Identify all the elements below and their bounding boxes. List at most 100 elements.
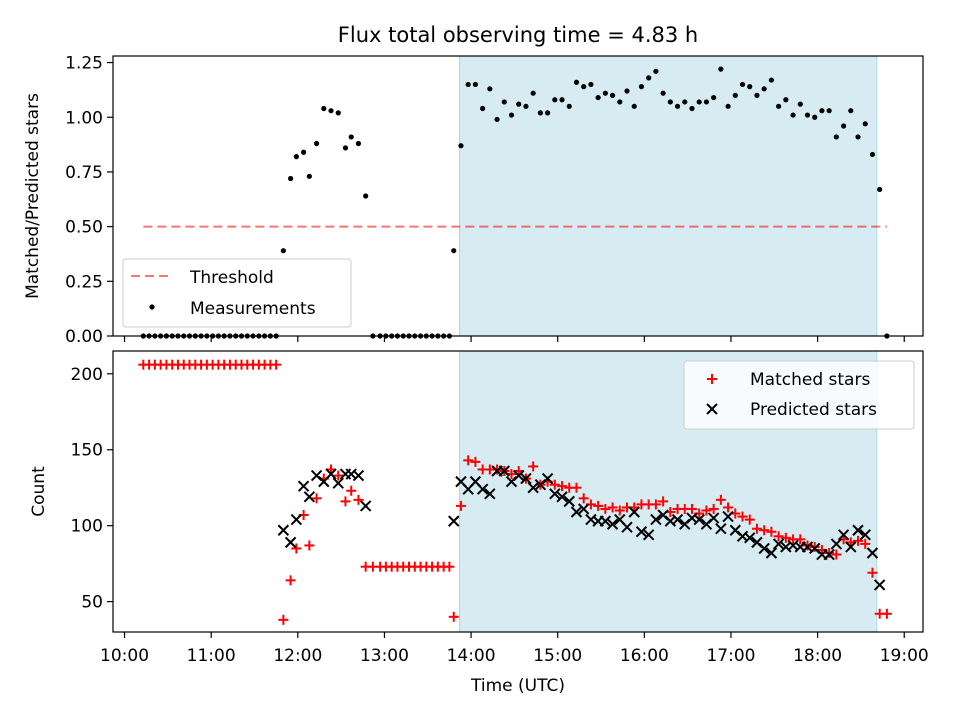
predicted-star-marker: [873, 579, 886, 591]
measurement-point: [508, 112, 515, 118]
predicted-star-marker: [484, 488, 496, 500]
measurement-point: [300, 149, 307, 155]
matched-star-marker: [751, 523, 762, 534]
chart-title: Flux total observing time = 4.83 h: [338, 23, 698, 47]
measurement-point: [877, 186, 883, 193]
measurement-point: [465, 81, 471, 88]
matched-star-marker: [860, 538, 871, 549]
y-tick-label: 200: [71, 365, 103, 385]
predicted-star-marker: [707, 512, 720, 524]
measurement-point: [638, 84, 645, 90]
matched-star-marker: [715, 494, 726, 505]
measurement-point: [494, 116, 500, 123]
y-tick-label: 0.75: [65, 163, 103, 183]
measurement-point: [458, 143, 464, 149]
legend-matched-label: Matched stars: [750, 370, 870, 390]
measurement-point: [869, 151, 876, 158]
matched-star-marker: [571, 482, 582, 493]
measurement-point: [653, 68, 659, 74]
predicted-star-marker: [577, 503, 590, 515]
y-tick-label: 1.00: [65, 108, 103, 128]
top-x-ticks: [123, 336, 905, 342]
top-legend: Threshold Measurements: [122, 258, 352, 328]
matched-star-marker: [549, 479, 560, 490]
predicted-star-marker: [765, 547, 778, 559]
predicted-star-marker: [772, 538, 785, 550]
x-tick-label: 10:00: [100, 646, 149, 666]
x-tick-label: 18:00: [793, 646, 842, 666]
predicted-star-marker: [448, 515, 460, 527]
matched-star-marker: [650, 499, 661, 510]
matched-star-marker: [809, 541, 820, 552]
measurement-point: [862, 121, 868, 127]
observing-window-shade: [459, 55, 878, 337]
measurement-point: [602, 90, 608, 96]
matched-star-marker: [824, 548, 835, 559]
matched-star-marker: [463, 455, 474, 466]
matched-star-marker: [333, 470, 344, 481]
matched-star-marker: [795, 534, 806, 545]
predicted-star-marker: [498, 465, 510, 477]
predicted-star-marker: [715, 523, 727, 535]
matched-star-marker: [686, 503, 697, 514]
measurement-point: [280, 248, 286, 254]
measurement-point: [530, 90, 536, 96]
bottom-x-ticks: 10:00 11:00 12:00 13:00 14:00 15:00 16:00 17:00…: [100, 632, 929, 666]
predicted-star-marker: [352, 469, 365, 482]
predicted-star-marker: [845, 541, 857, 553]
matched-star-marker: [881, 608, 892, 619]
matched-star-marker: [614, 505, 625, 516]
predicted-star-marker: [621, 521, 633, 533]
legend-threshold-label: Threshold: [189, 268, 274, 288]
measurement-point: [617, 99, 623, 105]
legend-predicted-label: Predicted stars: [750, 400, 877, 420]
legend-measurements-label: Measurements: [190, 299, 316, 319]
measurement-point: [451, 248, 457, 254]
predicted-star-marker: [303, 491, 316, 503]
matched-star-marker: [658, 496, 669, 507]
matched-star-marker: [271, 359, 282, 370]
x-tick-label: 15:00: [533, 646, 582, 666]
measurement-point: [840, 123, 847, 129]
predicted-star-marker: [570, 506, 583, 518]
predicted-star-marker: [277, 524, 290, 536]
measurement-point: [552, 97, 558, 103]
predicted-star-marker: [866, 547, 879, 559]
predicted-star-marker: [332, 477, 344, 489]
predicted-star-marker: [556, 491, 568, 503]
predicted-star-marker: [830, 538, 843, 550]
matched-star-marker: [291, 543, 302, 554]
matched-star-marker: [311, 493, 322, 504]
x-tick-label: 17:00: [706, 646, 755, 666]
predicted-star-marker: [549, 488, 561, 500]
matched-star-marker: [600, 503, 611, 514]
measurement-point: [754, 92, 760, 98]
matched-star-marker: [278, 614, 289, 625]
measurement-point: [581, 84, 587, 90]
measurement-point: [313, 140, 320, 147]
measurement-point: [689, 105, 695, 112]
measurement-point: [696, 99, 702, 105]
matched-star-marker: [448, 611, 459, 622]
count-panel: 50 100 150 200 10:00 11:00 12:00 13:00 14:00 15:…: [29, 350, 929, 696]
matched-star-marker: [708, 503, 719, 514]
measurement-point: [682, 99, 688, 105]
measurement-point: [342, 145, 349, 151]
predicted-star-marker: [671, 513, 684, 526]
predicted-star-marker: [520, 472, 532, 485]
measurement-point: [544, 110, 551, 116]
bottom-legend-box: [683, 360, 915, 430]
x-axis-label: Time (UTC): [470, 676, 565, 696]
legend-cross-marker: [706, 403, 718, 415]
measurement-point: [363, 193, 369, 199]
measurement-point: [761, 86, 767, 92]
measurement-point: [516, 101, 522, 107]
top-axes-frame: [112, 55, 924, 337]
legend-matched-swatch: [707, 374, 717, 384]
predicted-star-marker: [325, 468, 337, 480]
predicted-star-marker: [722, 510, 734, 523]
matched-star-marker: [723, 502, 734, 513]
predicted-star-marker: [823, 548, 835, 561]
matched-star-marker: [455, 500, 466, 511]
